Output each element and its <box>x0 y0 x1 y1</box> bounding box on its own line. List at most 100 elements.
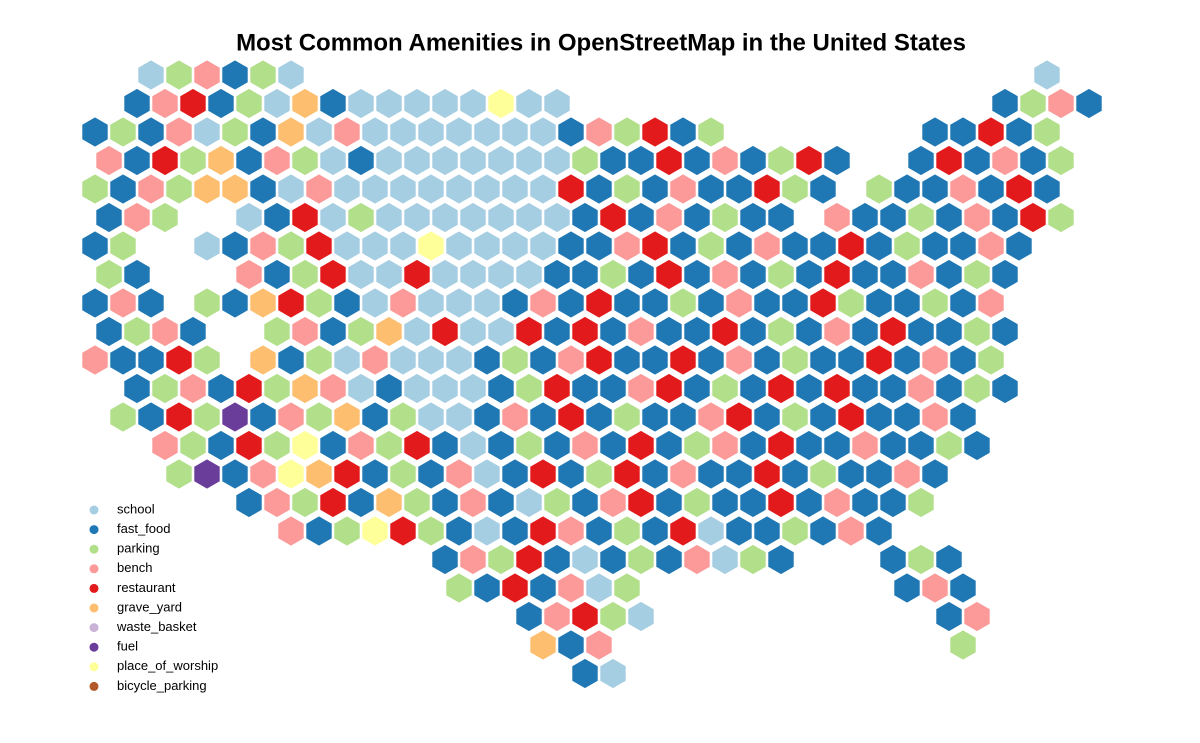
hex-cell <box>445 572 473 604</box>
hex-cell <box>823 486 851 519</box>
hex-cell <box>1019 201 1047 234</box>
legend-swatch <box>89 505 99 515</box>
hex-cell <box>795 429 823 462</box>
hex-cell <box>417 230 445 262</box>
hex-cell <box>585 458 613 490</box>
hex-cell <box>697 287 725 319</box>
hex-cell <box>109 173 137 205</box>
hex-cell <box>123 144 151 177</box>
hex-cell <box>641 344 669 376</box>
hex-cell <box>277 515 305 547</box>
hex-cell <box>823 372 851 405</box>
hex-cell <box>823 201 851 234</box>
hex-cell <box>697 401 725 433</box>
hex-cell <box>473 401 501 433</box>
hex-cell <box>389 287 417 319</box>
hex-cell <box>571 201 599 234</box>
hex-cell <box>249 230 277 262</box>
legend-label: place_of_worship <box>117 658 218 673</box>
hex-cell <box>627 144 655 177</box>
hex-cell <box>655 486 683 519</box>
hex-cell <box>123 315 151 348</box>
hex-cell <box>739 144 767 177</box>
hex-cell <box>319 144 347 177</box>
hex-cell <box>459 372 487 405</box>
hex-cell <box>641 173 669 205</box>
legend-swatch <box>89 623 99 633</box>
hex-cell <box>907 486 935 519</box>
hex-cell <box>739 429 767 462</box>
hex-cell <box>893 230 921 262</box>
hex-cell <box>921 230 949 262</box>
hex-cell <box>781 344 809 376</box>
hex-cell <box>501 173 529 205</box>
legend-label: bench <box>117 560 152 575</box>
hex-cell <box>865 173 893 205</box>
hex-cell <box>977 344 1005 376</box>
hex-cell <box>865 458 893 490</box>
hex-cell <box>557 344 585 376</box>
hex-cell <box>277 173 305 205</box>
hex-cell <box>711 429 739 462</box>
hex-cell <box>851 315 879 348</box>
hex-cell <box>249 458 277 490</box>
hex-cell <box>739 543 767 576</box>
hex-cell <box>543 201 571 234</box>
hex-cell <box>879 315 907 348</box>
hex-cell <box>403 258 431 291</box>
hex-cell <box>893 458 921 490</box>
hex-cell <box>445 173 473 205</box>
hex-cell <box>165 458 193 490</box>
hex-cell <box>599 258 627 291</box>
hex-cell <box>655 258 683 291</box>
hex-cell <box>739 315 767 348</box>
hex-cell <box>137 116 165 148</box>
hex-cell <box>389 458 417 490</box>
hex-cell <box>137 344 165 376</box>
hex-cell <box>641 116 669 148</box>
hex-cell <box>585 515 613 547</box>
hex-cell <box>599 429 627 462</box>
hex-cell <box>361 116 389 148</box>
hex-cell <box>837 230 865 262</box>
hex-cell <box>263 486 291 519</box>
hex-cell <box>711 543 739 576</box>
hex-cell <box>571 486 599 519</box>
hex-cell <box>865 515 893 547</box>
hex-cell <box>417 287 445 319</box>
hex-cell <box>249 173 277 205</box>
hex-cell <box>305 230 333 262</box>
hex-cell <box>949 173 977 205</box>
hex-cell <box>473 287 501 319</box>
hex-cell <box>361 401 389 433</box>
hex-cell <box>417 344 445 376</box>
hex-cell <box>599 144 627 177</box>
hex-cell <box>221 173 249 205</box>
hex-cell <box>81 173 109 205</box>
hex-cell <box>515 486 543 519</box>
hex-cell <box>557 572 585 604</box>
hex-cell <box>543 258 571 291</box>
hex-cell <box>571 429 599 462</box>
hex-cell <box>949 116 977 148</box>
hex-cell <box>487 87 515 120</box>
hex-cell <box>879 543 907 576</box>
hex-cell <box>599 600 627 633</box>
hex-cell <box>473 173 501 205</box>
hex-cell <box>1047 201 1075 234</box>
hex-cell <box>683 201 711 234</box>
hex-cell <box>333 287 361 319</box>
hex-cell <box>613 230 641 262</box>
hex-cell <box>991 372 1019 405</box>
hex-cell <box>179 372 207 405</box>
hex-cell <box>515 87 543 120</box>
hex-cell <box>935 258 963 291</box>
hex-cell <box>1047 144 1075 177</box>
hex-cell <box>319 429 347 462</box>
hex-cell <box>935 201 963 234</box>
hex-cell <box>529 401 557 433</box>
hex-cell <box>389 173 417 205</box>
hex-cell <box>725 173 753 205</box>
hex-cell <box>375 372 403 405</box>
legend-swatch <box>89 662 99 672</box>
